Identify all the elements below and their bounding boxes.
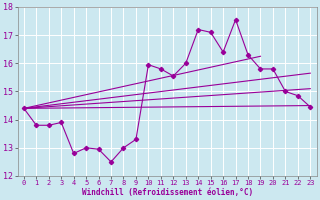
- X-axis label: Windchill (Refroidissement éolien,°C): Windchill (Refroidissement éolien,°C): [82, 188, 253, 197]
